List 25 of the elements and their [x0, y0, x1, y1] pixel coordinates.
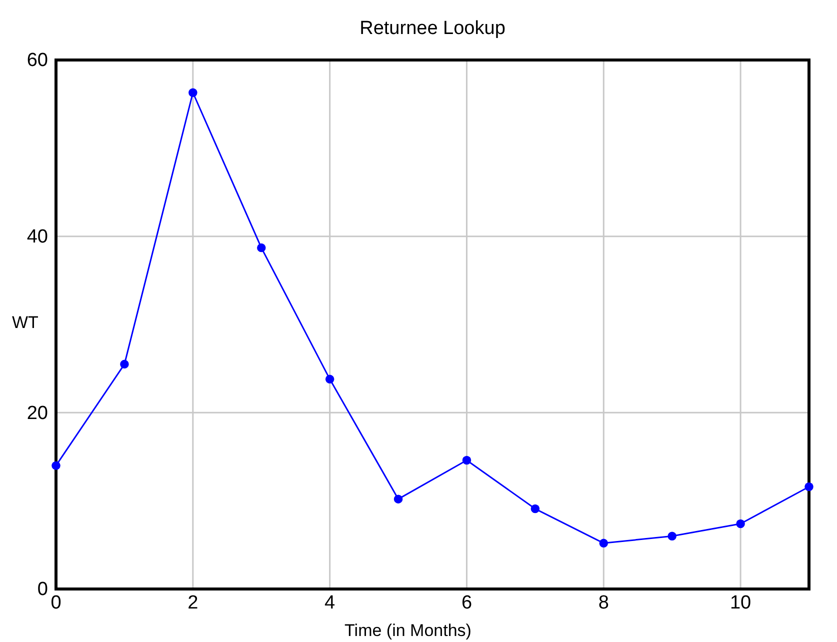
- point: [599, 538, 608, 548]
- point: [52, 461, 60, 470]
- point: [394, 494, 403, 504]
- point: [804, 482, 814, 492]
- x-tick-label: 0: [50, 592, 62, 614]
- point: [188, 88, 198, 97]
- point: [325, 374, 334, 384]
- y-tick-label: 60: [26, 50, 48, 72]
- x-tick-label: 6: [461, 592, 472, 614]
- x-tick-label: 4: [324, 592, 336, 614]
- x-tick-label: 8: [598, 592, 609, 614]
- y-tick-label: 40: [26, 226, 48, 248]
- y-axis-title: WT: [12, 313, 38, 332]
- point: [120, 360, 129, 369]
- point: [462, 456, 472, 465]
- point: [530, 504, 540, 514]
- point: [736, 519, 745, 528]
- y-tick-label: 20: [26, 402, 48, 424]
- x-tick-label: 2: [188, 592, 198, 614]
- chart-title: Returnee Lookup: [360, 18, 506, 39]
- x-tick-label: 10: [730, 592, 752, 614]
- point: [668, 532, 676, 540]
- x-axis-title: Time (in Months): [344, 621, 472, 640]
- point: [256, 243, 266, 252]
- y-tick-label: 0: [37, 579, 48, 600]
